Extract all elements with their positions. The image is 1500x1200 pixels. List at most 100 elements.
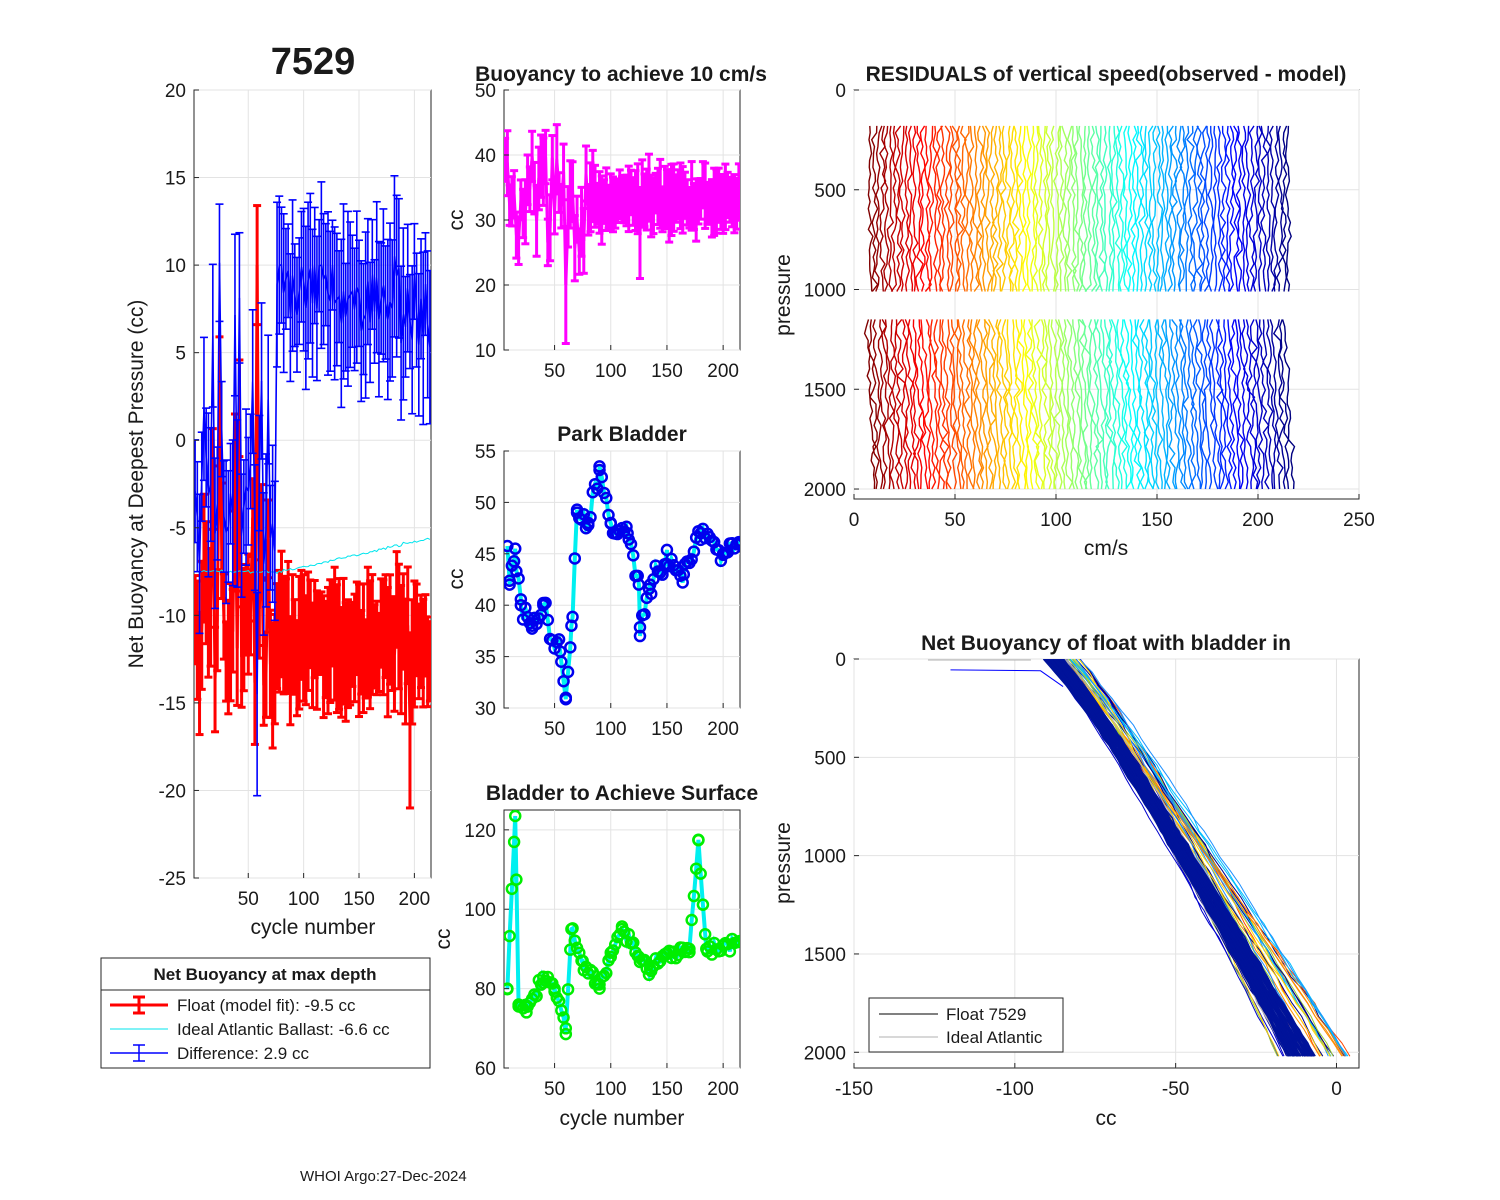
residual-profile [938, 319, 950, 490]
residual-profile [1014, 319, 1027, 490]
y-tick-label: -20 [159, 781, 186, 802]
y-tick-label: 2000 [804, 1043, 846, 1064]
residuals-title: RESIDUALS of vertical speed(observed - m… [866, 63, 1347, 86]
residual-profile [1077, 125, 1085, 292]
residual-profile [1199, 125, 1208, 292]
park-bladder-series [504, 460, 740, 706]
y-tick-label: 100 [464, 900, 496, 921]
residual-profile [948, 125, 955, 292]
residual-profile [941, 319, 952, 490]
residual-profile [1278, 319, 1290, 490]
y-tick-label: 35 [475, 648, 496, 669]
data-point [539, 596, 552, 610]
residual-profile [1037, 125, 1044, 292]
residual-profile [1170, 125, 1179, 292]
data-point [559, 691, 573, 704]
data-point [555, 1004, 568, 1017]
bladder-profile-title: Net Buoyancy of float with bladder in [921, 632, 1291, 655]
data-point [504, 982, 514, 995]
data-point [621, 526, 634, 540]
residual-profile [1017, 319, 1030, 490]
residual-profile [1061, 125, 1070, 292]
data-point [559, 1027, 573, 1041]
float-profile [1061, 659, 1307, 1057]
ideal-atlantic-ballast-series [195, 537, 431, 574]
y-tick-label: 50 [475, 81, 496, 102]
y-tick-label: 10 [165, 256, 186, 277]
bladder-surface-xlabel: cycle number [560, 1107, 685, 1130]
park-bladder-axes [503, 450, 741, 709]
data-point [687, 545, 701, 558]
residuals-ylabel: pressure [772, 254, 795, 336]
x-tick-label: -150 [835, 1079, 873, 1100]
float-profile [1045, 659, 1284, 1057]
x-tick-label: 150 [1141, 510, 1173, 531]
residual-profile [901, 319, 913, 490]
residual-profile [881, 319, 892, 490]
residual-profile [1272, 319, 1286, 490]
residual-profile [1011, 125, 1020, 292]
residual-profile [915, 125, 924, 292]
y-tick-label: 1500 [804, 380, 846, 401]
residual-profile [1188, 319, 1201, 489]
residual-profile [917, 319, 929, 490]
residual-profile [1248, 125, 1256, 292]
float-profile [1078, 659, 1347, 1057]
residual-profile [929, 319, 941, 490]
residual-profile [1138, 125, 1146, 292]
residual-profile [1134, 125, 1143, 292]
data-point [683, 942, 696, 956]
residual-profile [924, 125, 932, 292]
x-tick-label: 100 [595, 1079, 627, 1100]
y-tick-label: 0 [835, 650, 846, 671]
y-tick-label: 40 [475, 596, 496, 617]
residual-profile [933, 319, 946, 490]
residual-profile [997, 319, 1011, 490]
residual-profile [1122, 125, 1130, 292]
data-point [609, 938, 622, 951]
residual-profile [1178, 319, 1193, 490]
residual-profile [1106, 125, 1114, 292]
x-tick-label: 200 [707, 1079, 739, 1100]
residual-profile [1275, 125, 1284, 292]
y-tick-label: 2000 [804, 480, 846, 501]
residual-profile [999, 125, 1008, 292]
float-id-title: 7529 [271, 41, 356, 83]
data-point [510, 564, 523, 578]
residual-profile [1151, 125, 1158, 292]
residual-profile [1053, 125, 1061, 292]
residual-profile [972, 125, 981, 292]
data-point [564, 641, 577, 654]
residual-profile [1025, 125, 1032, 292]
residual-profile [919, 125, 926, 292]
park-bladder-ylabel: cc [445, 569, 468, 590]
residual-profile [1273, 125, 1280, 292]
residual-profile [894, 125, 903, 292]
residual-profile [1040, 319, 1053, 490]
residual-profile [976, 125, 985, 292]
data-point [541, 613, 555, 627]
residual-profile [1257, 319, 1270, 490]
residual-profile [968, 125, 975, 292]
residual-profile [1065, 125, 1073, 292]
residual-profile [883, 319, 895, 490]
x-tick-label: 150 [651, 1079, 683, 1100]
buoyancy-profiles [927, 659, 1351, 1057]
residual-profile [1050, 319, 1063, 490]
data-point [626, 549, 640, 562]
data-point [633, 629, 647, 643]
residuals-xlabel: cm/s [1084, 537, 1128, 560]
residual-profile [1249, 319, 1262, 490]
residual-profile [1183, 125, 1190, 292]
bladder-surface-title: Bladder to Achieve Surface [486, 782, 758, 805]
residual-profile [1072, 125, 1081, 292]
residual-profile [870, 125, 879, 292]
y-tick-label: 45 [475, 545, 496, 566]
residual-profile [1257, 125, 1263, 292]
y-tick-label: 0 [175, 431, 186, 452]
residual-profile [1159, 125, 1166, 292]
data-point [597, 969, 611, 983]
y-tick-label: 15 [165, 169, 186, 190]
residual-profile [1102, 125, 1109, 292]
